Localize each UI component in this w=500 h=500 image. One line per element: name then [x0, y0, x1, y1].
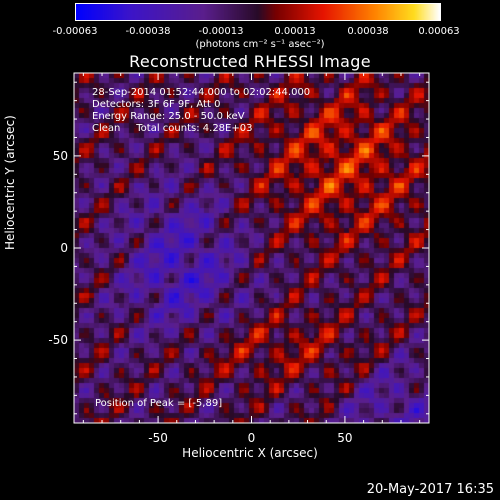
y-tick-label: -50	[48, 333, 68, 348]
detectors-label: Detectors: 3F 6F 9F, Att 0	[92, 99, 221, 110]
y-tick-label: 0	[60, 241, 68, 255]
colorbar	[75, 3, 441, 21]
colorbar-tick: 0.00013	[274, 26, 316, 37]
axis-tick-marks	[74, 73, 429, 423]
x-tick-label: -50	[148, 431, 168, 445]
colorbar-units: (photons cm⁻² s⁻¹ asec⁻²)	[195, 39, 325, 50]
time-range-label: 28-Sep-2014 01:52:44.000 to 02:02:44.000	[92, 87, 311, 98]
x-axis-label: Heliocentric X (arcsec)	[182, 446, 318, 460]
colorbar-tick: -0.00038	[125, 26, 171, 37]
energy-range-label: Energy Range: 25.0 - 50.0 keV	[92, 111, 245, 122]
colorbar-tick: -0.00013	[198, 26, 244, 37]
footer-date: 20-May-2017 16:35	[366, 482, 494, 497]
heatmap-image	[74, 73, 429, 423]
x-tick-label: 50	[337, 431, 353, 445]
colorbar-tick: -0.00063	[52, 26, 98, 37]
peak-position-label: Position of Peak = [-5,89]	[95, 398, 223, 409]
colorbar-tick: 0.00038	[347, 26, 389, 37]
clean-counts-label: Clean Total counts: 4.28E+03	[92, 123, 253, 134]
y-axis-label: Heliocentric Y (arcsec)	[3, 115, 17, 250]
chart-title: Reconstructed RHESSI Image	[129, 52, 371, 71]
y-tick-label: 50	[52, 148, 68, 163]
colorbar-tick: 0.00063	[418, 26, 460, 37]
x-tick-label: 0	[247, 431, 256, 445]
